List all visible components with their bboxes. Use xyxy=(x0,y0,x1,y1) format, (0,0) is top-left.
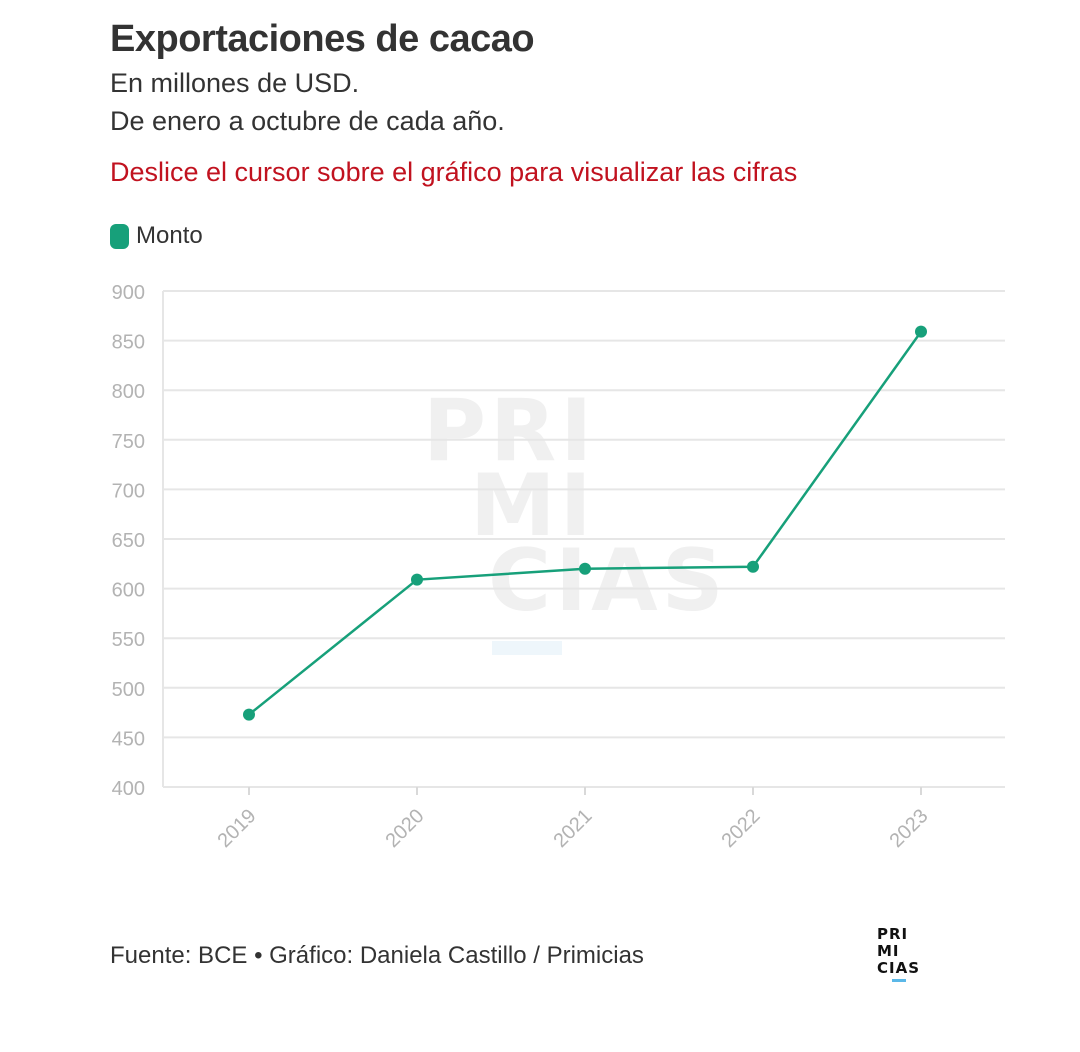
data-point-2020 xyxy=(411,573,423,586)
chart-title: Exportaciones de cacao xyxy=(110,18,535,60)
y-tick-label-700: 700 xyxy=(112,480,145,502)
y-axis: 400 450 500 550 600 650 700 750 800 850 900 xyxy=(112,282,164,800)
legend-swatch xyxy=(110,223,129,249)
chart-subtitle-period: De enero a octubre de cada año. xyxy=(110,106,505,136)
primicias-logo: PRI MI CIAS xyxy=(877,926,937,982)
x-tick-label-2023: 2023 xyxy=(886,805,933,852)
data-point-2021 xyxy=(579,562,591,575)
hover-hint: Deslice el cursor sobre el gráfico para … xyxy=(110,157,798,187)
gridlines xyxy=(163,290,1005,788)
y-tick-label-850: 850 xyxy=(112,332,145,354)
y-tick-label-600: 600 xyxy=(112,580,145,602)
y-tick-label-900: 900 xyxy=(112,282,145,304)
x-tick-label-2020: 2020 xyxy=(382,805,429,852)
y-tick-label-800: 800 xyxy=(112,381,145,403)
y-tick-label-450: 450 xyxy=(112,728,145,750)
x-tick-label-2019: 2019 xyxy=(214,805,261,852)
y-tick-label-550: 550 xyxy=(112,629,145,651)
legend-label: Monto xyxy=(136,222,203,249)
series-monto[interactable] xyxy=(243,325,927,721)
x-tick-label-2021: 2021 xyxy=(550,805,597,852)
legend[interactable]: Monto xyxy=(110,222,203,250)
x-tick-label-2022: 2022 xyxy=(718,805,765,852)
y-tick-label-750: 750 xyxy=(112,431,145,453)
watermark-text-3: CIAS xyxy=(488,531,728,631)
y-tick-label-500: 500 xyxy=(112,679,145,701)
x-axis: 2019 2020 2021 2022 2023 xyxy=(214,787,933,852)
chart-subtitle-unit: En millones de USD. xyxy=(110,68,360,98)
watermark-bar xyxy=(492,641,562,655)
watermark-text-1: PRI xyxy=(423,381,596,481)
data-point-2019 xyxy=(243,708,255,721)
source-credit: Fuente: BCE • Gráfico: Daniela Castillo … xyxy=(110,942,644,969)
y-tick-label-650: 650 xyxy=(112,530,145,552)
data-point-2022 xyxy=(747,560,759,573)
data-point-2023 xyxy=(915,325,927,338)
y-tick-label-400: 400 xyxy=(112,778,145,800)
